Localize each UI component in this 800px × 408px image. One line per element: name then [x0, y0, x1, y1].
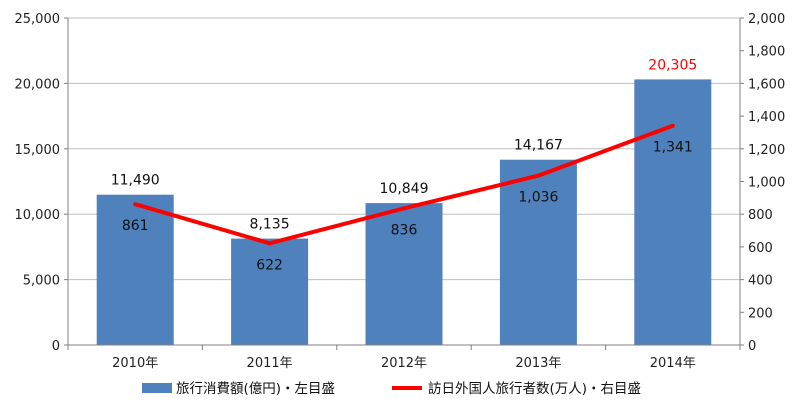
left-axis-tick-label: 25,000 [15, 12, 61, 27]
bar-data-label: 8,135 [250, 217, 290, 233]
left-axis-tick-label: 10,000 [15, 208, 61, 223]
bar [365, 203, 443, 345]
x-axis-tick-label: 2011年 [247, 356, 293, 371]
line-point [267, 241, 272, 246]
x-axis-tick-label: 2013年 [515, 356, 561, 371]
line-point [133, 202, 138, 207]
left-axis-tick-label: 5,000 [23, 274, 60, 289]
line-data-label: 861 [122, 218, 149, 234]
x-axis-tick-label: 2010年 [112, 356, 158, 371]
legend-swatch-bar [142, 383, 172, 393]
line-point [536, 173, 541, 178]
left-axis-tick-label: 15,000 [15, 143, 61, 158]
right-axis-tick-label: 600 [748, 241, 773, 256]
bar [96, 194, 174, 345]
legend-label-line: 訪日外国人旅行者数(万人)・右目盛 [428, 381, 641, 397]
right-axis-tick-label: 0 [748, 339, 756, 354]
right-axis-tick-label: 200 [748, 306, 773, 321]
bar-data-label: 20,305 [648, 57, 697, 73]
line-data-label: 1,341 [653, 140, 693, 156]
right-axis-tick-label: 1,200 [748, 143, 785, 158]
right-axis-tick-label: 800 [748, 208, 773, 223]
right-axis-tick-label: 2,000 [748, 12, 785, 27]
line-data-label: 836 [391, 222, 418, 238]
bar [634, 79, 712, 346]
left-axis-tick-label: 20,000 [15, 77, 61, 92]
x-axis-tick-label: 2012年 [381, 356, 427, 371]
line-point [402, 206, 406, 211]
right-axis-tick-label: 1,000 [748, 176, 785, 191]
line-data-label: 622 [256, 257, 283, 273]
right-axis-tick-label: 1,400 [748, 110, 785, 125]
left-axis-tick-label: 0 [52, 339, 60, 354]
right-axis-tick-label: 1,800 [748, 45, 785, 60]
right-axis-tick-label: 400 [748, 274, 773, 289]
right-axis-tick-label: 1,600 [748, 77, 785, 92]
bar-data-label: 14,167 [514, 138, 563, 154]
legend-label-bar: 旅行消費額(億円)・左目盛 [176, 381, 335, 397]
bar [231, 238, 309, 345]
line-data-label: 1,036 [518, 190, 558, 206]
bar-data-label: 10,849 [380, 181, 429, 197]
x-axis-tick-label: 2014年 [650, 356, 696, 371]
bar-data-label: 11,490 [111, 173, 160, 189]
bar [499, 159, 577, 345]
line-point [670, 123, 675, 128]
